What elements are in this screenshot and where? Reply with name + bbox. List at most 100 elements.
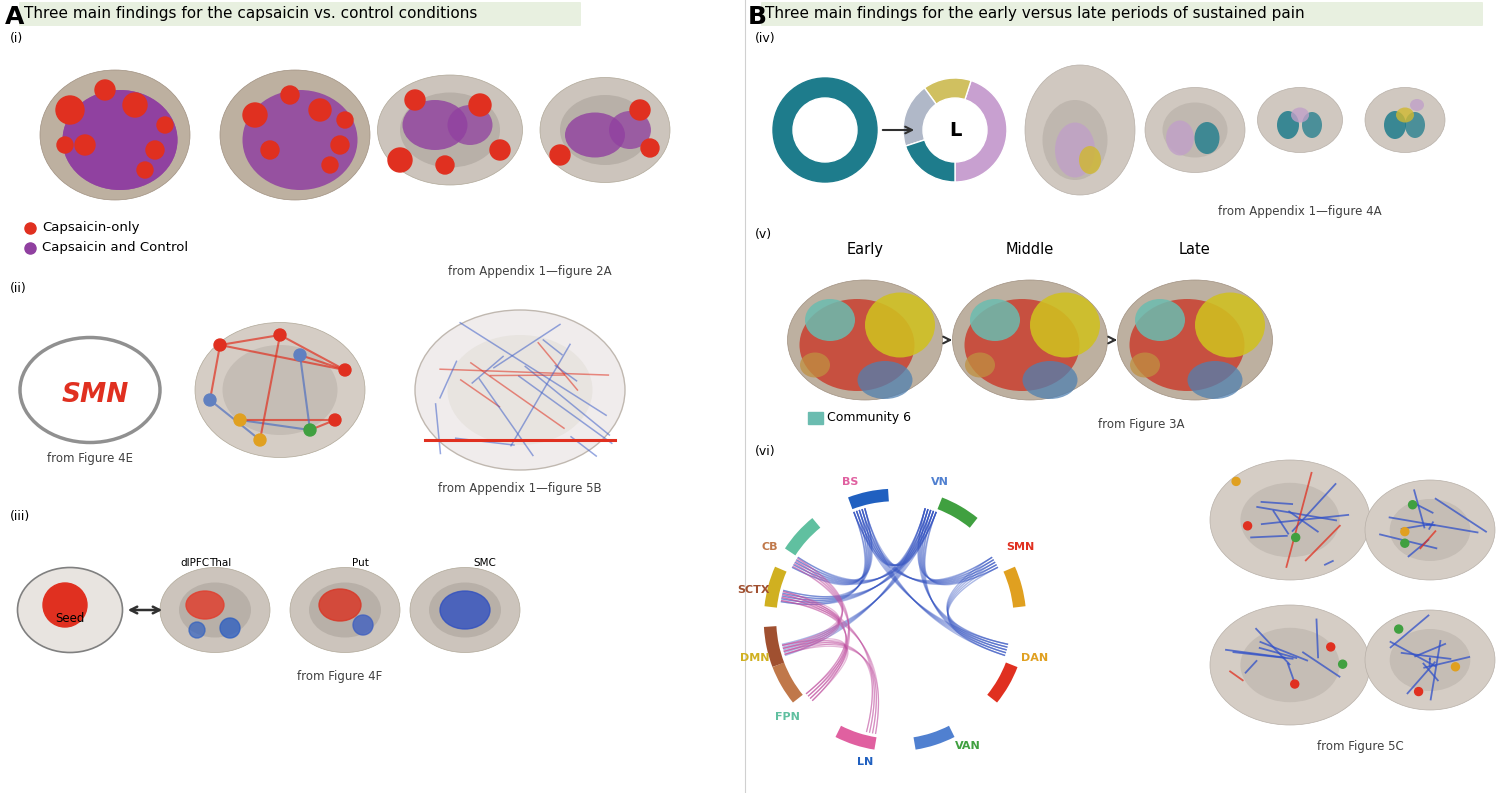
Ellipse shape bbox=[1240, 483, 1340, 557]
Circle shape bbox=[123, 93, 147, 117]
Ellipse shape bbox=[400, 93, 500, 167]
Circle shape bbox=[1232, 477, 1240, 485]
Ellipse shape bbox=[964, 353, 994, 377]
Text: Middle: Middle bbox=[1007, 242, 1054, 257]
Text: Late: Late bbox=[1179, 242, 1210, 257]
Ellipse shape bbox=[1240, 628, 1340, 702]
Text: SMN: SMN bbox=[62, 382, 129, 408]
Ellipse shape bbox=[800, 299, 915, 391]
Circle shape bbox=[388, 148, 412, 172]
FancyBboxPatch shape bbox=[760, 2, 1484, 26]
Ellipse shape bbox=[447, 335, 592, 445]
Wedge shape bbox=[906, 130, 956, 182]
Ellipse shape bbox=[1042, 100, 1107, 180]
Circle shape bbox=[1292, 534, 1299, 542]
Text: (vi): (vi) bbox=[754, 445, 776, 458]
Ellipse shape bbox=[1162, 102, 1227, 158]
Ellipse shape bbox=[566, 113, 626, 158]
Circle shape bbox=[322, 157, 338, 173]
Ellipse shape bbox=[178, 583, 251, 638]
Ellipse shape bbox=[1365, 610, 1496, 710]
Circle shape bbox=[1401, 539, 1408, 547]
Circle shape bbox=[158, 117, 172, 133]
Text: Early: Early bbox=[846, 242, 883, 257]
Wedge shape bbox=[903, 88, 956, 146]
Circle shape bbox=[204, 394, 216, 406]
Text: Three main findings for the capsaicin vs. control conditions: Three main findings for the capsaicin vs… bbox=[24, 6, 477, 21]
Ellipse shape bbox=[1136, 299, 1185, 341]
Text: from Appendix 1—figure 5B: from Appendix 1—figure 5B bbox=[438, 482, 602, 495]
Text: LN: LN bbox=[856, 757, 873, 767]
Ellipse shape bbox=[410, 568, 520, 653]
Circle shape bbox=[550, 145, 570, 165]
Ellipse shape bbox=[1396, 108, 1414, 122]
Circle shape bbox=[332, 136, 350, 154]
Text: (iv): (iv) bbox=[754, 32, 776, 45]
Ellipse shape bbox=[970, 299, 1020, 341]
Text: A: A bbox=[4, 5, 24, 29]
Text: CB: CB bbox=[760, 542, 777, 553]
Circle shape bbox=[309, 99, 332, 121]
Ellipse shape bbox=[220, 70, 370, 200]
Circle shape bbox=[261, 141, 279, 159]
Ellipse shape bbox=[243, 90, 357, 190]
Ellipse shape bbox=[788, 280, 942, 400]
Circle shape bbox=[75, 135, 94, 155]
Ellipse shape bbox=[290, 568, 400, 653]
Circle shape bbox=[630, 100, 650, 120]
Ellipse shape bbox=[416, 310, 626, 470]
Text: VN: VN bbox=[932, 477, 948, 487]
Ellipse shape bbox=[440, 591, 491, 629]
Text: Capsaicin and Control: Capsaicin and Control bbox=[42, 242, 188, 255]
Circle shape bbox=[44, 583, 87, 627]
Text: Thal: Thal bbox=[209, 558, 231, 568]
Ellipse shape bbox=[1118, 280, 1272, 400]
Circle shape bbox=[922, 98, 987, 162]
Circle shape bbox=[490, 140, 510, 160]
Ellipse shape bbox=[1024, 65, 1136, 195]
Ellipse shape bbox=[1406, 112, 1425, 138]
Text: Capsaicin-only: Capsaicin-only bbox=[42, 221, 140, 235]
Ellipse shape bbox=[1410, 99, 1424, 111]
Text: Community 6: Community 6 bbox=[827, 412, 910, 424]
Circle shape bbox=[1401, 527, 1408, 535]
Ellipse shape bbox=[1030, 293, 1100, 358]
Ellipse shape bbox=[560, 95, 650, 165]
Ellipse shape bbox=[18, 568, 123, 653]
Text: from Figure 5C: from Figure 5C bbox=[1317, 740, 1404, 753]
Ellipse shape bbox=[1054, 122, 1095, 178]
Circle shape bbox=[328, 414, 340, 426]
Circle shape bbox=[794, 98, 856, 162]
Circle shape bbox=[274, 329, 286, 341]
Ellipse shape bbox=[952, 280, 1107, 400]
Wedge shape bbox=[956, 81, 1006, 182]
Circle shape bbox=[280, 86, 298, 104]
Bar bbox=[808, 412, 824, 424]
Ellipse shape bbox=[1078, 146, 1101, 174]
Ellipse shape bbox=[1389, 629, 1470, 691]
Circle shape bbox=[405, 90, 424, 110]
Circle shape bbox=[338, 112, 352, 128]
Ellipse shape bbox=[63, 90, 177, 190]
Circle shape bbox=[1326, 643, 1335, 651]
Circle shape bbox=[1414, 688, 1422, 695]
Text: from Appendix 1—figure 4A: from Appendix 1—figure 4A bbox=[1218, 205, 1382, 218]
Text: B: B bbox=[748, 5, 766, 29]
Circle shape bbox=[470, 94, 490, 116]
Text: Put: Put bbox=[351, 558, 369, 568]
Ellipse shape bbox=[160, 568, 270, 653]
Ellipse shape bbox=[1257, 87, 1342, 152]
Text: (i): (i) bbox=[10, 32, 24, 45]
Ellipse shape bbox=[865, 293, 934, 358]
Ellipse shape bbox=[1130, 299, 1245, 391]
Circle shape bbox=[234, 414, 246, 426]
Ellipse shape bbox=[1389, 499, 1470, 561]
Ellipse shape bbox=[1302, 112, 1322, 138]
Ellipse shape bbox=[1166, 121, 1194, 155]
Ellipse shape bbox=[540, 78, 670, 182]
Circle shape bbox=[56, 96, 84, 124]
Ellipse shape bbox=[320, 589, 362, 621]
Circle shape bbox=[1452, 663, 1460, 671]
Circle shape bbox=[243, 103, 267, 127]
Circle shape bbox=[214, 339, 226, 351]
